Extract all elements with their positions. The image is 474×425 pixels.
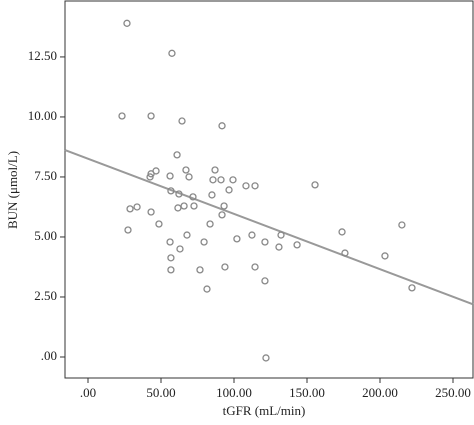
- point: [118, 112, 126, 120]
- point: [167, 254, 175, 262]
- point: [206, 220, 214, 228]
- point: [208, 191, 216, 199]
- point: [311, 181, 319, 189]
- y-tick-label: 7.50: [34, 168, 57, 183]
- point: [182, 166, 190, 174]
- point: [251, 182, 259, 190]
- point: [185, 173, 193, 181]
- y-tick-label: 2.50: [34, 288, 57, 303]
- point: [124, 226, 132, 234]
- point: [408, 284, 416, 292]
- point: [189, 193, 197, 201]
- fit-line: [64, 149, 474, 306]
- point: [251, 263, 259, 271]
- point: [293, 241, 301, 249]
- y-tick-label: 12.50: [28, 48, 57, 63]
- point: [248, 231, 256, 239]
- point: [217, 176, 225, 184]
- y-tick-label: 5.00: [34, 228, 57, 243]
- point: [262, 354, 270, 362]
- point: [175, 190, 183, 198]
- point: [211, 166, 219, 174]
- point: [221, 263, 229, 271]
- point: [261, 277, 269, 285]
- x-tick-label: 200.00: [362, 385, 398, 400]
- point: [168, 49, 176, 57]
- y-tick-label: 10.00: [28, 108, 57, 123]
- x-tick-label: 150.00: [289, 385, 325, 400]
- point: [229, 176, 237, 184]
- point: [166, 172, 174, 180]
- point: [242, 182, 250, 190]
- point: [200, 238, 208, 246]
- point: [220, 202, 228, 210]
- point: [173, 151, 181, 159]
- x-axis-title: tGFR (mL/min): [223, 403, 306, 418]
- point: [178, 117, 186, 125]
- point: [277, 231, 285, 239]
- point: [233, 235, 241, 243]
- point: [190, 202, 198, 210]
- point: [341, 249, 349, 257]
- point: [381, 252, 389, 260]
- point: [167, 266, 175, 274]
- point: [155, 220, 163, 228]
- point: [146, 173, 154, 181]
- point: [261, 238, 269, 246]
- y-tick-label: .00: [41, 348, 57, 363]
- point: [176, 245, 184, 253]
- x-tick-label: 50.00: [146, 385, 175, 400]
- point: [147, 112, 155, 120]
- point: [183, 231, 191, 239]
- point: [275, 243, 283, 251]
- point: [133, 203, 141, 211]
- x-tick-label: 250.00: [435, 385, 471, 400]
- point: [167, 187, 175, 195]
- point: [123, 19, 131, 27]
- point: [203, 285, 211, 293]
- x-tick-label: 100.00: [216, 385, 252, 400]
- point: [166, 238, 174, 246]
- point: [196, 266, 204, 274]
- point: [147, 208, 155, 216]
- point: [225, 186, 233, 194]
- point: [147, 170, 155, 178]
- point: [180, 202, 188, 210]
- point: [398, 221, 406, 229]
- point: [218, 122, 226, 130]
- point: [126, 205, 134, 213]
- plot-area: [64, 0, 474, 379]
- point: [174, 204, 182, 212]
- x-tick-label: .00: [80, 385, 96, 400]
- point: [338, 228, 346, 236]
- y-axis-title: BUN (μmol/L): [5, 151, 20, 229]
- point: [209, 176, 217, 184]
- point: [218, 211, 226, 219]
